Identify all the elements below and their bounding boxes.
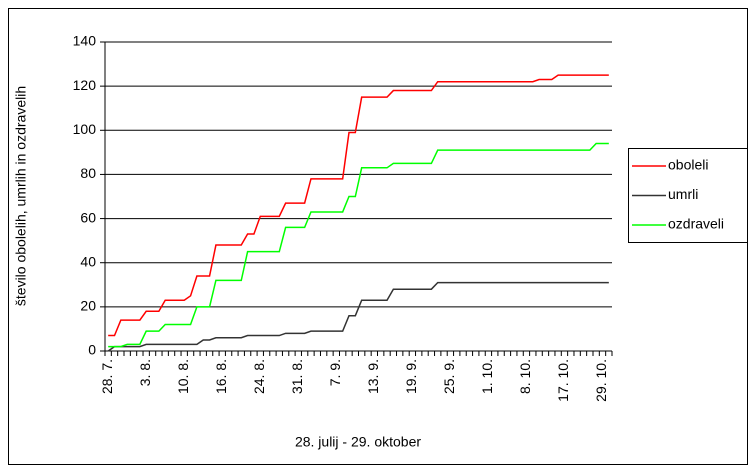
x-axis-title: 28. julij - 29. oktober	[295, 434, 421, 450]
x-tick-label: 19. 9.	[403, 359, 419, 394]
legend-label: umrli	[668, 186, 698, 202]
y-tick-label: 120	[73, 77, 97, 93]
series-line	[108, 142, 609, 348]
x-tick-label: 10. 8.	[175, 359, 191, 394]
y-tick-label: 60	[80, 209, 96, 225]
y-tick-label: 100	[73, 121, 97, 137]
x-tick-label: 25. 9.	[441, 359, 457, 394]
x-tick-label: 3. 8.	[137, 359, 153, 386]
x-tick-label: 29. 10.	[593, 359, 609, 402]
chart-frame	[8, 8, 748, 465]
x-tick-label: 16. 8.	[213, 359, 229, 394]
y-axis-title: število obolelih, umrlih in ozdravelih	[13, 86, 29, 306]
x-tick-label: 24. 8.	[251, 359, 267, 394]
legend-label: oboleli	[668, 157, 708, 173]
y-tick-label: 140	[73, 33, 97, 49]
x-tick-label: 17. 10.	[555, 359, 571, 402]
y-tick-label: 40	[80, 253, 96, 269]
x-tick-label: 28. 7.	[99, 359, 115, 394]
x-tick-label: 1. 10.	[479, 359, 495, 394]
x-tick-label: 13. 9.	[365, 359, 381, 394]
legend-label: ozdraveli	[668, 216, 724, 232]
y-tick-label: 0	[88, 342, 96, 358]
x-tick-label: 7. 9.	[327, 359, 343, 386]
series-line	[107, 281, 609, 352]
series-line	[108, 74, 609, 337]
y-tick-label: 20	[80, 298, 96, 314]
x-tick-label: 31. 8.	[289, 359, 305, 394]
x-tick-label: 8. 10.	[517, 359, 533, 394]
y-tick-label: 80	[80, 165, 96, 181]
